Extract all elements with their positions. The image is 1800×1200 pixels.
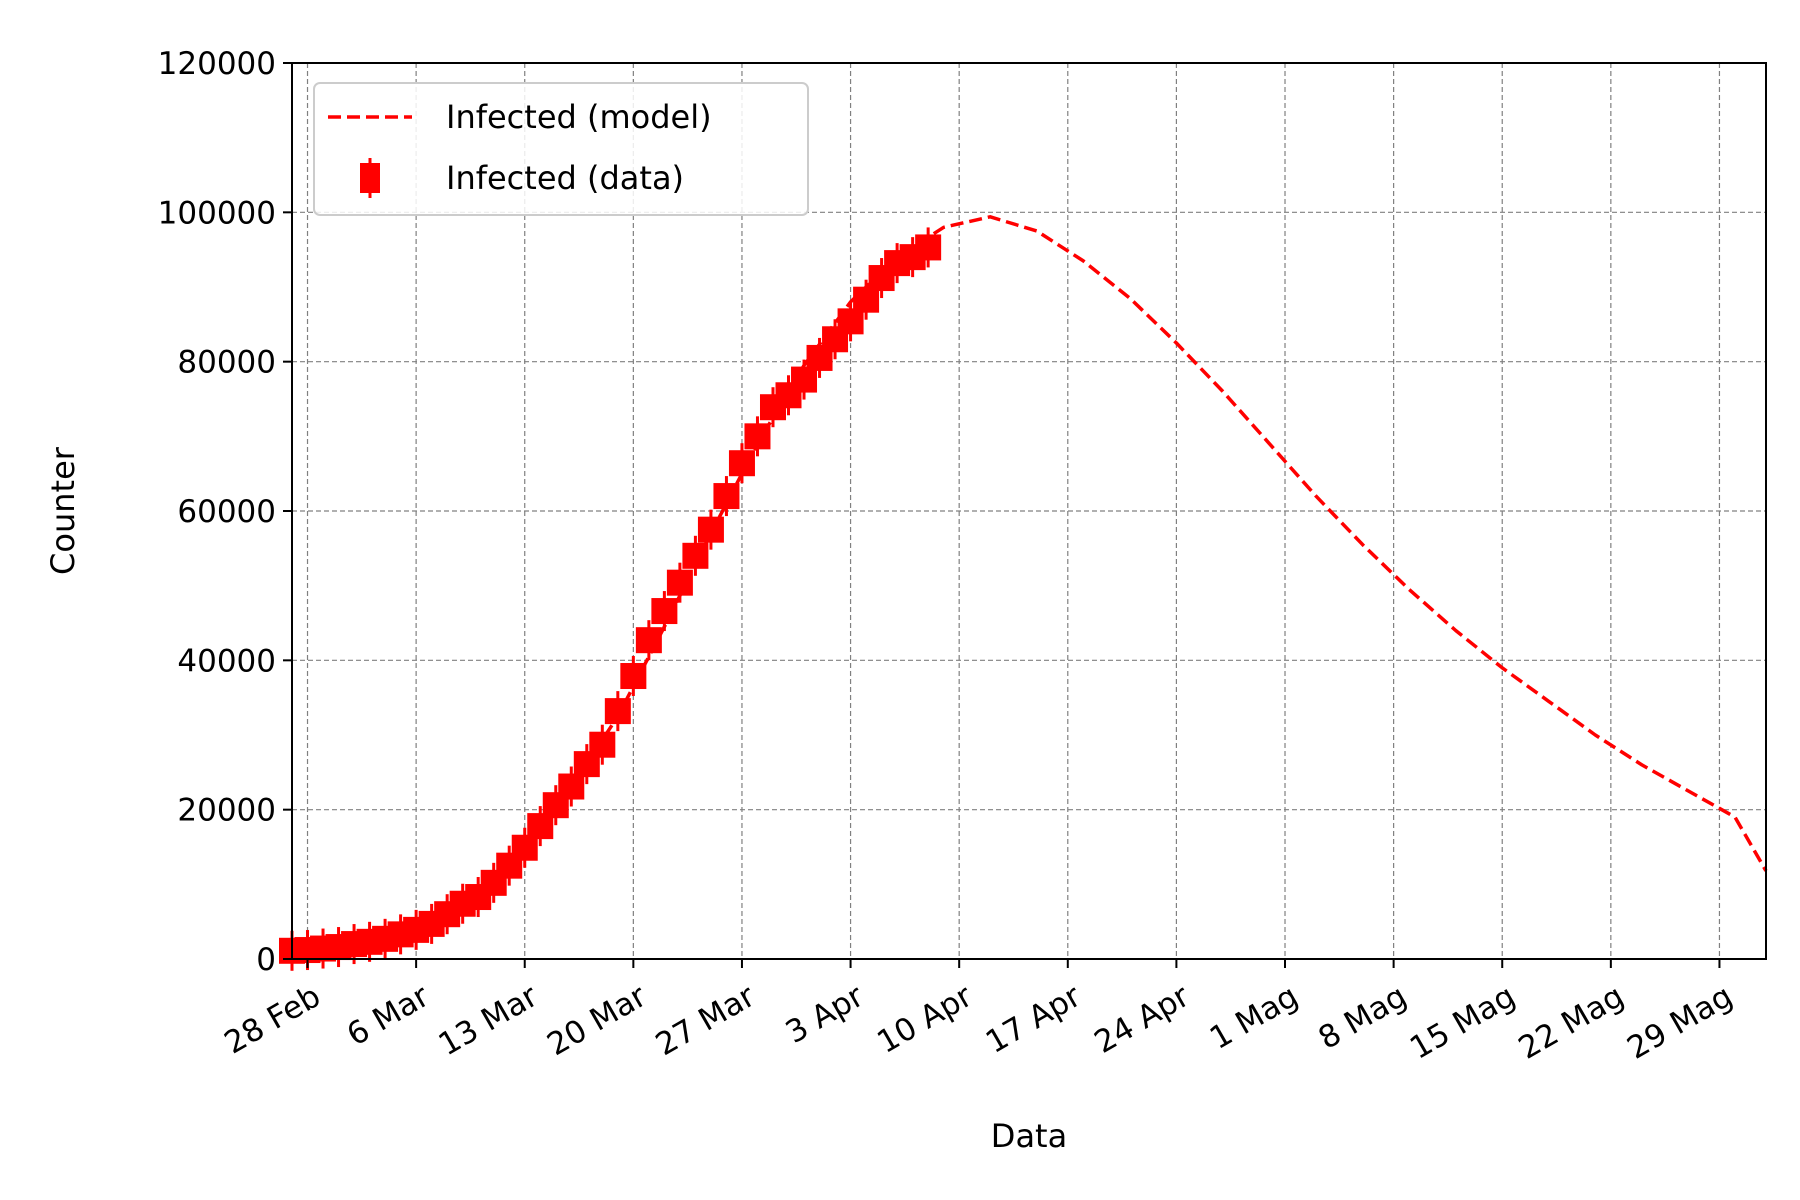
y-tick-label: 20000: [177, 793, 276, 829]
data-point: [837, 301, 864, 342]
data-point: [868, 258, 895, 299]
grid: [292, 63, 1766, 959]
data-point: [775, 375, 802, 416]
data-point: [465, 877, 492, 918]
data-point: [589, 724, 616, 765]
data-point: [713, 476, 740, 517]
data-point: [620, 656, 647, 697]
legend-data-label: Infected (data): [446, 159, 684, 197]
data-point: [604, 691, 631, 732]
data-point: [853, 279, 880, 320]
data-point: [728, 443, 755, 484]
y-tick-label: 60000: [177, 494, 276, 530]
y-tick-label: 120000: [158, 46, 276, 82]
data-point: [635, 620, 662, 661]
legend: Infected (model) Infected (data): [313, 82, 809, 216]
y-tick-label: 100000: [158, 195, 276, 231]
legend-box: [313, 82, 809, 216]
data-point: [806, 337, 833, 378]
data-series: [279, 227, 942, 971]
legend-data-swatch: [360, 158, 380, 198]
data-point: [682, 535, 709, 576]
y-tick-label: 80000: [177, 345, 276, 381]
legend-model-label: Infected (model): [446, 98, 712, 136]
data-point: [558, 766, 585, 807]
data-point: [915, 227, 942, 268]
data-point: [666, 562, 693, 603]
y-axis: 0 20000 40000 60000 80000 100000 120000: [158, 46, 292, 978]
y-tick-label: 40000: [177, 643, 276, 679]
data-point: [651, 591, 678, 632]
y-axis-label: Counter: [44, 446, 82, 575]
data-point: [744, 416, 771, 457]
x-axis-label: Data: [991, 1117, 1067, 1155]
y-tick-label: 0: [256, 942, 276, 978]
data-point: [697, 509, 724, 550]
